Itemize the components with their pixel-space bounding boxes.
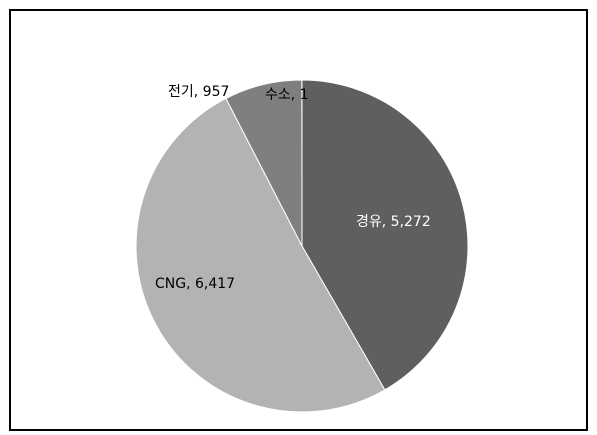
- data-labels: 경유, 5,272 CNG, 6,417 전기, 957 수소, 1: [155, 84, 431, 292]
- pie-slices: [135, 79, 469, 413]
- data-label-3: 전기, 957: [168, 84, 229, 100]
- pie-slice-1: [301, 79, 469, 391]
- data-label-1: 경유, 5,272: [356, 214, 431, 230]
- pie-slice-2: [135, 97, 386, 413]
- data-label-2: CNG, 6,417: [155, 276, 235, 292]
- data-label-4: 수소, 1: [265, 87, 309, 103]
